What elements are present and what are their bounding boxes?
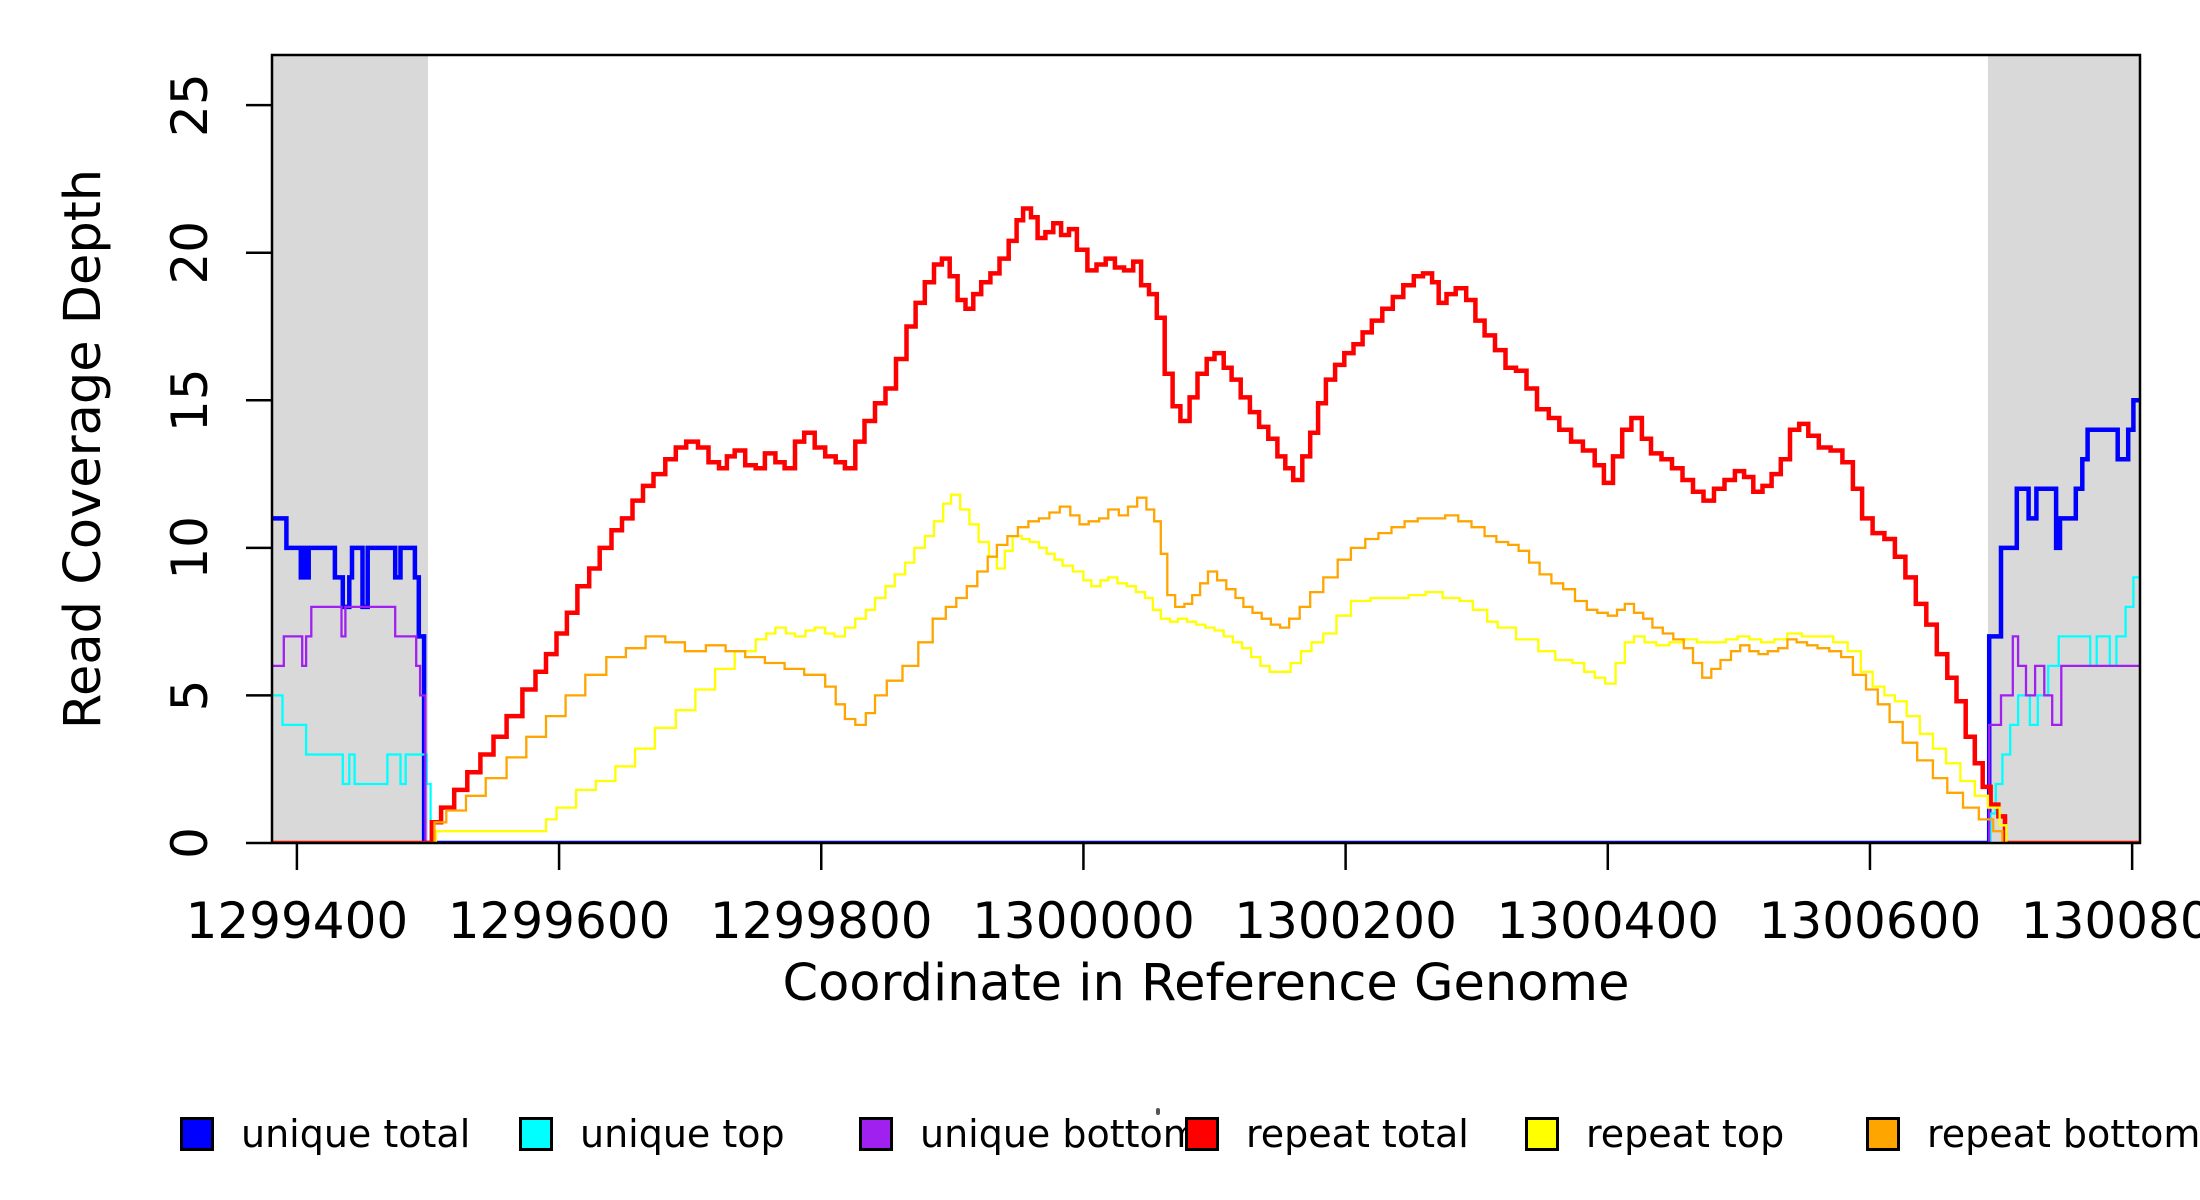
plot-border-box [270,53,2142,845]
svg-text:1299400: 1299400 [186,892,409,950]
unique-total-line [272,398,2140,844]
svg-text:5: 5 [161,680,219,712]
unique-top-line [272,576,2140,844]
legend-item-unique-total: unique total [180,1110,470,1158]
legend-item-unique-top: unique top [519,1110,785,1158]
legend-item-repeat-total: repeat total [1185,1110,1469,1158]
svg-text:1300000: 1300000 [972,892,1195,950]
legend-label: repeat bottom [1927,1112,2200,1156]
legend-item-repeat-bottom: repeat bottom [1866,1110,2200,1158]
svg-text:20: 20 [161,221,219,285]
svg-text:0: 0 [161,827,219,859]
legend-label: unique top [580,1112,785,1156]
coverage-series-lines [272,206,2140,844]
repeat-bottom-line [272,496,2140,844]
unique-bottom-swatch-icon [859,1117,893,1151]
svg-text:1300400: 1300400 [1496,892,1719,950]
unique-bottom-line [272,605,2140,844]
svg-text:1300600: 1300600 [1759,892,1982,950]
repeat-top-line [272,493,2140,844]
repeat-bottom-swatch-icon [1866,1117,1900,1151]
svg-text:1299800: 1299800 [710,892,933,950]
svg-text:1299600: 1299600 [448,892,671,950]
svg-text:10: 10 [161,516,219,580]
svg-text:15: 15 [161,368,219,432]
legend-label: unique bottom [920,1112,1200,1156]
legend-label: unique total [241,1112,471,1156]
svg-text:1300200: 1300200 [1234,892,1457,950]
legend-label: repeat top [1586,1112,1785,1156]
masked-region-shading [272,55,2140,843]
svg-text:25: 25 [161,73,219,137]
legend-item-unique-bottom: unique bottom [859,1110,1200,1158]
y-axis-title: Read Coverage Depth [54,169,113,729]
x-axis-title: Coordinate in Reference Genome [782,954,1629,1013]
legend-label: repeat total [1246,1112,1469,1156]
stray-mark [1156,1108,1160,1115]
repeat-top-swatch-icon [1525,1117,1559,1151]
y-axis: 0 5 10 15 20 25 [161,73,271,859]
repeat-total-swatch-icon [1185,1117,1219,1151]
legend-item-repeat-top: repeat top [1525,1110,1784,1158]
x-axis: 1299400 1299600 1299800 1300000 1300200 13004… [186,844,2200,950]
unique-total-swatch-icon [180,1117,214,1151]
unique-top-swatch-icon [519,1117,553,1151]
repeat-total-line [272,206,2140,844]
